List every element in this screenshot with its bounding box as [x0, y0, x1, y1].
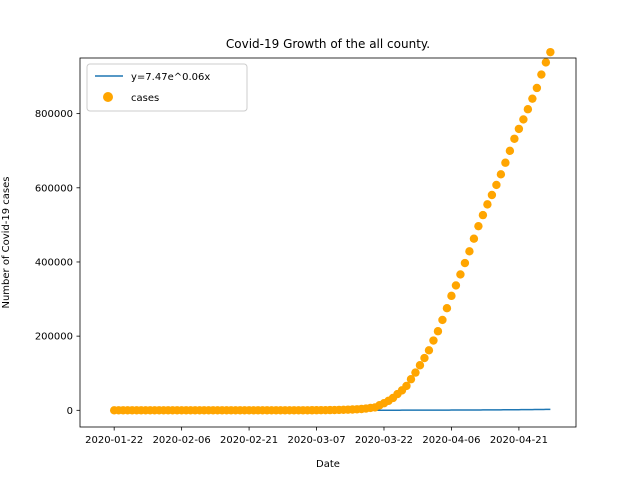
x-axis-label: Date: [316, 459, 340, 470]
data-point: [492, 180, 501, 190]
x-tick-label: 2020-02-06: [153, 435, 211, 446]
data-point: [465, 247, 474, 256]
data-point: [438, 315, 447, 325]
x-tick-label: 2020-03-07: [287, 435, 345, 446]
legend-fit-label: y=7.47e^0.06x: [131, 72, 210, 83]
data-point: [451, 281, 461, 290]
legend-cases-label: cases: [131, 93, 159, 104]
y-tick-label: 800000: [35, 109, 73, 120]
data-point: [478, 210, 488, 220]
x-tick-label: 2020-04-21: [490, 435, 548, 446]
data-point: [474, 221, 483, 231]
x-tick-label: 2020-01-22: [85, 435, 143, 446]
x-tick-label: 2020-04-06: [422, 435, 480, 446]
legend-cases-swatch: [103, 92, 113, 102]
y-tick-label: 400000: [35, 257, 73, 268]
x-tick-label: 2020-03-22: [355, 435, 413, 446]
data-point: [447, 291, 456, 301]
data-point: [505, 146, 515, 156]
y-tick-label: 0: [67, 406, 73, 417]
data-point: [429, 336, 438, 345]
data-point: [433, 327, 443, 336]
scatter-points-layer: [109, 47, 555, 415]
data-point: [541, 58, 551, 67]
data-point: [420, 353, 429, 363]
data-point: [501, 158, 510, 167]
data-point: [469, 234, 479, 243]
y-axis-label: Number of Covid-19 cases: [1, 176, 12, 308]
plot-area: [80, 58, 576, 427]
data-point: [460, 258, 470, 268]
chart-title: Covid-19 Growth of the all county.: [226, 37, 430, 51]
data-point: [519, 115, 528, 124]
data-point: [487, 190, 497, 200]
y-tick-label: 600000: [35, 183, 73, 194]
data-point: [424, 346, 434, 355]
data-point: [456, 270, 465, 279]
legend-box: [86, 63, 248, 112]
data-point: [528, 94, 537, 103]
data-point: [496, 170, 506, 179]
data-point: [546, 47, 555, 57]
data-point: [523, 105, 533, 114]
data-point: [532, 83, 542, 93]
y-axis-ticks: 0 200000 400000 600000 800000: [35, 109, 80, 417]
data-point: [402, 381, 411, 391]
data-point: [442, 303, 452, 313]
data-point: [514, 124, 524, 134]
x-axis-ticks: 2020-01-22 2020-02-06 2020-02-21 2020-03-07…: [85, 427, 548, 446]
x-tick-label: 2020-02-21: [220, 435, 278, 446]
data-point: [411, 368, 420, 377]
data-point: [537, 70, 546, 79]
plot-frame: [79, 57, 577, 428]
legend: y=7.47e^0.06x cases: [86, 63, 248, 112]
data-point: [406, 375, 416, 384]
data-point: [415, 361, 425, 370]
data-point: [510, 134, 519, 143]
data-point: [483, 200, 492, 209]
y-tick-label: 200000: [35, 332, 73, 343]
